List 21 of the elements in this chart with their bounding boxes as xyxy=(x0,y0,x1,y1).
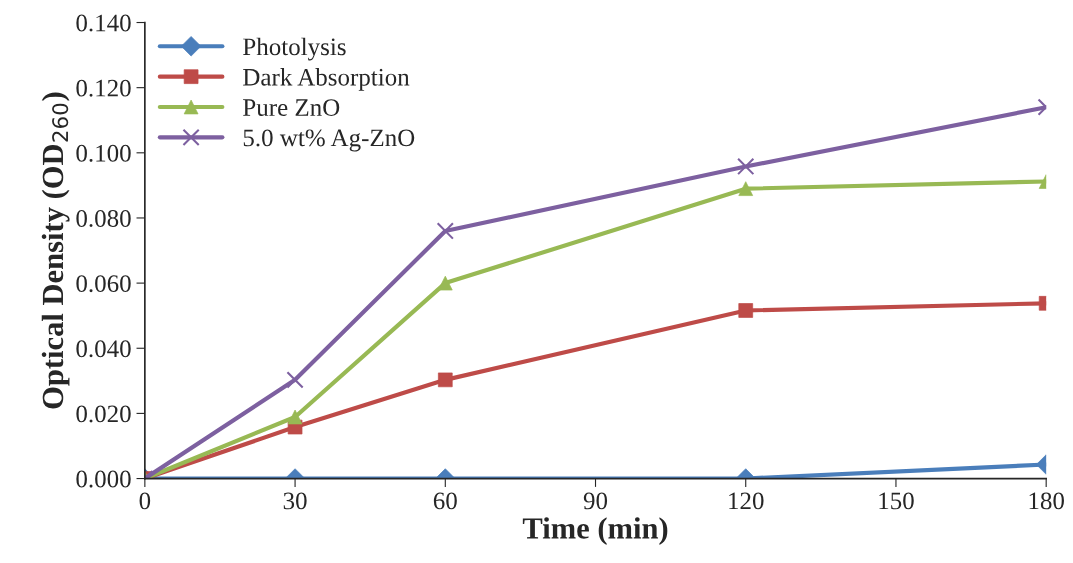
x-tick-label: 60 xyxy=(433,492,457,510)
y-tick-label: 0.000 xyxy=(76,470,131,488)
legend-label: Photolysis xyxy=(243,37,346,61)
x-tick-label: 120 xyxy=(729,492,764,510)
x-tick-label: 180 xyxy=(1029,492,1064,510)
legend-label: Pure ZnO xyxy=(243,99,340,116)
x-tick-label: 90 xyxy=(583,492,608,510)
y-tick-label: 0.080 xyxy=(76,210,131,227)
y-axis-title: Optical Density (OD$_{260}$) xyxy=(41,92,70,409)
legend-label: Dark Absorption xyxy=(243,68,410,91)
y-tick-label: 0.020 xyxy=(76,405,131,423)
x-tick-label: 30 xyxy=(283,492,307,510)
y-tick-label: 0.120 xyxy=(76,79,131,97)
y-tick-label: 0.040 xyxy=(76,340,131,358)
y-tick-label: 0.100 xyxy=(76,144,131,162)
legend-label: 5.0 wt% Ag-ZnO xyxy=(243,129,415,152)
y-tick-label: 0.060 xyxy=(76,275,131,293)
y-tick-label: 0.140 xyxy=(76,14,131,32)
x-axis-title: Time (min) xyxy=(522,517,668,545)
x-tick-label: 150 xyxy=(879,492,914,510)
x-tick-label: 0 xyxy=(139,492,151,510)
